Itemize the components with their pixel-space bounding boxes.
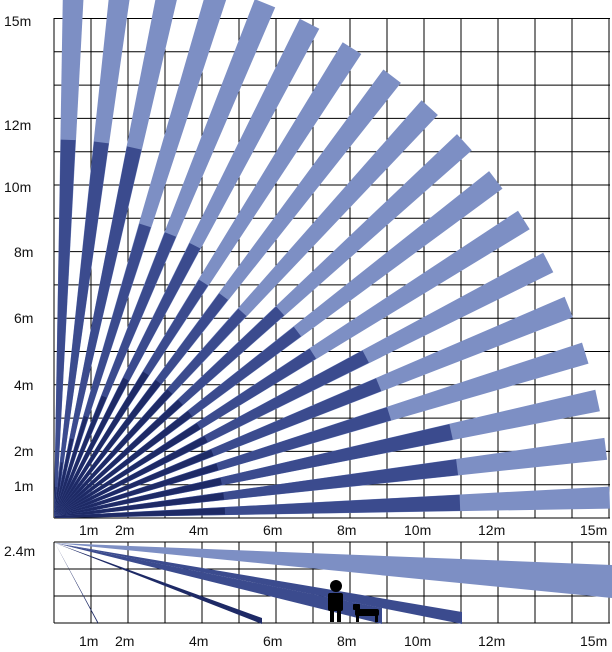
x-label-4m: 4m: [189, 522, 208, 538]
beam-mid-zone: [54, 146, 142, 518]
side-beam-far: [55, 543, 612, 598]
y-label-2m: 2m: [14, 443, 33, 459]
y-label-8m: 8m: [14, 244, 33, 260]
side-x-label-8m: 8m: [337, 633, 356, 649]
dog-silhouette: [353, 604, 379, 622]
side-x-label-1m: 1m: [79, 633, 98, 649]
side-x-label-10m: 10m: [404, 633, 431, 649]
side-view-height-label: 2.4m: [4, 543, 35, 559]
y-label-1m: 1m: [14, 478, 33, 494]
side-x-label-6m: 6m: [263, 633, 282, 649]
beam-mid-zone: [54, 141, 109, 518]
top-view-x-axis-labels: 1m 2m 4m 6m 8m 10m 12m 15m: [79, 522, 607, 538]
side-beam-nearest: [55, 543, 98, 624]
beam-near-zone: [54, 478, 222, 518]
side-x-label-12m: 12m: [478, 633, 505, 649]
beam-near-zone: [55, 507, 225, 518]
beam-near-zone: [54, 423, 201, 518]
y-label-10m: 10m: [4, 179, 31, 195]
x-label-6m: 6m: [263, 522, 282, 538]
beam-near-zone: [54, 436, 208, 518]
beam-near-zone: [54, 492, 225, 518]
beam-near-zone: [54, 395, 107, 518]
x-label-8m: 8m: [337, 522, 356, 538]
side-x-label-2m: 2m: [115, 633, 134, 649]
y-label-15m: 15m: [4, 13, 31, 29]
beam-near-zone: [54, 411, 193, 518]
y-label-6m: 6m: [14, 310, 33, 326]
y-label-4m: 4m: [14, 377, 33, 393]
x-label-12m: 12m: [478, 522, 505, 538]
beam-near-zone: [54, 462, 63, 518]
beam-mid-zone: [54, 139, 76, 517]
beam-near-zone: [54, 449, 214, 518]
beam-near-zone: [54, 399, 183, 518]
side-view-beams: [55, 543, 612, 624]
side-view-x-axis-labels: 1m 2m 4m 6m 8m 10m 12m 15m: [79, 633, 607, 649]
side-x-label-4m: 4m: [189, 633, 208, 649]
beam-near-zone: [54, 416, 88, 518]
beam-near-zone: [54, 377, 129, 518]
top-view-beams: [54, 0, 610, 518]
y-label-12m: 12m: [4, 117, 31, 133]
x-label-15m: 15m: [580, 522, 607, 538]
beam-near-zone: [54, 463, 219, 518]
side-x-label-15m: 15m: [580, 633, 607, 649]
person-silhouette: [328, 580, 343, 622]
side-beam-near: [55, 543, 262, 624]
beam-near-zone: [54, 371, 149, 518]
beam-near-zone: [54, 379, 162, 518]
beam-near-zone: [54, 438, 74, 518]
x-label-1m: 1m: [79, 522, 98, 538]
side-beam-mid: [55, 543, 382, 624]
top-view-y-axis-labels: 15m 12m 10m 8m 6m 4m 2m 1m: [4, 13, 33, 494]
x-label-2m: 2m: [115, 522, 134, 538]
beam-near-zone: [54, 389, 173, 518]
x-label-10m: 10m: [404, 522, 431, 538]
